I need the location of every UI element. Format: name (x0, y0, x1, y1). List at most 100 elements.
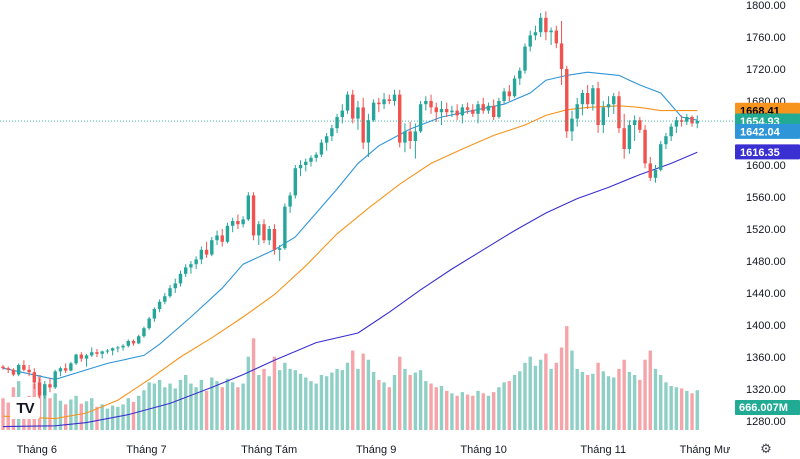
volume-bar (685, 390, 689, 430)
candle-down (63, 368, 68, 371)
y-tick-label: 1360.00 (746, 352, 786, 364)
volume-bar (262, 368, 266, 430)
candle-up (288, 195, 292, 207)
volume-bar (189, 383, 193, 430)
candle-up (53, 371, 57, 388)
x-tick-label: Tháng 10 (460, 444, 506, 456)
volume-bar (502, 382, 506, 430)
volume-bar (90, 398, 94, 430)
candle-down (445, 109, 449, 113)
candle-down (638, 120, 642, 130)
volume-bars (1, 326, 699, 430)
candle-up (606, 104, 611, 108)
candle-down (429, 101, 433, 108)
volume-bar (533, 365, 538, 430)
volume-bar (319, 375, 324, 430)
candle-up (168, 288, 172, 297)
volume-bar (137, 395, 141, 430)
candle-up (314, 154, 318, 158)
candle-up (210, 240, 214, 255)
volume-bar (257, 375, 261, 430)
price-tag-label: 1616.35 (740, 147, 780, 159)
volume-bar (601, 371, 605, 430)
candle-up (230, 221, 235, 226)
volume-bar (356, 368, 360, 430)
volume-bar (554, 362, 559, 430)
candle-up (16, 365, 21, 375)
volume-bar (403, 368, 407, 430)
candle-down (236, 221, 240, 225)
candle-up (366, 120, 371, 143)
candle-up (184, 267, 188, 274)
volume-bar (392, 375, 397, 430)
volume-bar (398, 356, 402, 430)
volume-bar (272, 356, 277, 430)
volume-bar (116, 406, 120, 430)
volume-bar (194, 387, 198, 430)
candle-up (340, 110, 344, 117)
candle-up (335, 117, 339, 129)
volume-bar (105, 408, 110, 430)
volume-bar (627, 371, 632, 430)
candle-up (653, 169, 658, 178)
volume-bar (309, 381, 313, 430)
y-tick-label: 1600.00 (746, 160, 786, 172)
candle-up (403, 131, 407, 143)
volume-bar (330, 372, 334, 430)
candle-down (361, 107, 365, 143)
volume-bar (460, 392, 465, 430)
tradingview-logo[interactable]: TV (10, 397, 40, 419)
volume-bar (225, 378, 230, 430)
x-tick-label: Tháng 6 (17, 444, 57, 456)
volume-bar (241, 383, 245, 430)
candle-down (617, 96, 621, 129)
volume-bar (173, 388, 177, 430)
candlesticks (1, 11, 699, 405)
y-tick-label: 1720.00 (746, 64, 786, 76)
candle-down (565, 69, 569, 132)
candle-up (43, 384, 47, 396)
volume-bar (298, 373, 303, 430)
volume-bar (220, 387, 224, 430)
x-tick-label: Tháng Tám (241, 444, 297, 456)
candle-up (121, 345, 125, 348)
candle-down (27, 369, 31, 373)
volume-bar (476, 390, 480, 430)
volume-bar (659, 375, 663, 430)
candle-down (377, 102, 381, 105)
volume-bar (1, 398, 5, 430)
candle-up (173, 283, 177, 289)
y-tick-label: 1480.00 (746, 256, 786, 268)
volume-bar (236, 387, 240, 430)
volume-bar (690, 393, 694, 430)
gear-icon[interactable]: ⚙ (760, 441, 772, 456)
volume-bar (131, 401, 136, 430)
volume-bar (544, 353, 548, 430)
candle-down (262, 224, 266, 241)
volume-bar (199, 379, 204, 430)
y-tick-label: 1760.00 (746, 32, 786, 44)
volume-bar (48, 398, 52, 430)
candle-up (345, 94, 350, 111)
candle-up (627, 125, 632, 149)
candle-down (648, 163, 652, 178)
candle-up (257, 224, 261, 236)
candle-up (695, 121, 699, 124)
volume-bar (559, 347, 564, 430)
volume-bar (246, 356, 251, 430)
volume-bar (184, 375, 188, 430)
y-tick-label: 1400.00 (746, 320, 786, 332)
candle-down (643, 129, 647, 164)
volume-bar (147, 382, 151, 430)
volume-bar (382, 382, 386, 430)
volume-bar (471, 395, 475, 430)
volume-bar (168, 383, 172, 430)
volume-bar (523, 362, 527, 430)
candle-up (528, 35, 532, 47)
candle-down (554, 30, 559, 44)
candle-up (523, 46, 527, 71)
candle-up (502, 91, 506, 101)
y-tick-label: 1520.00 (746, 224, 786, 236)
